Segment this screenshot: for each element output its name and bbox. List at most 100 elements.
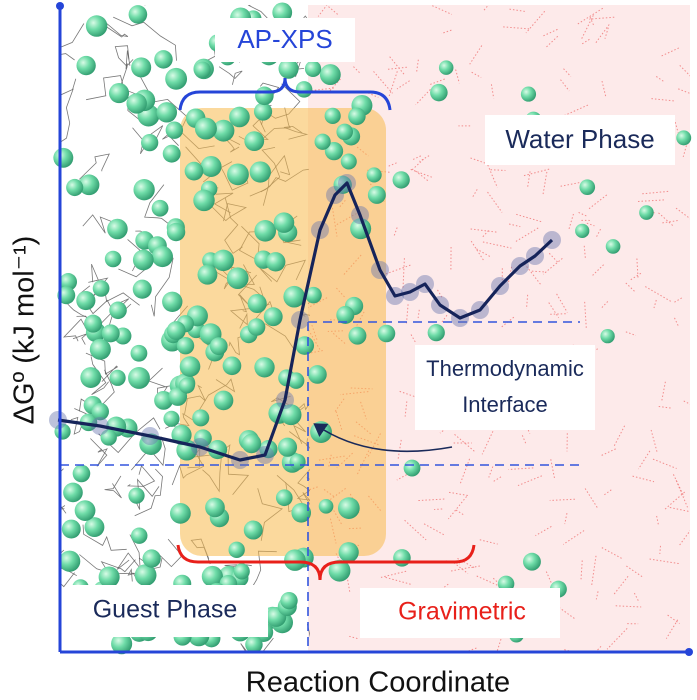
sphere — [328, 559, 351, 582]
sphere — [336, 305, 355, 324]
sphere — [79, 413, 98, 432]
water-chain — [615, 605, 642, 608]
water-chain — [664, 491, 686, 510]
sphere — [520, 86, 537, 102]
sphere — [104, 250, 122, 268]
guest-phase-label: Guest Phase — [93, 596, 238, 624]
guest-chain — [90, 356, 109, 395]
sphere — [295, 336, 315, 355]
water-chain — [560, 79, 570, 92]
sphere — [131, 527, 148, 544]
water-chain — [385, 576, 412, 585]
sphere — [89, 338, 111, 360]
sphere — [213, 390, 234, 411]
sphere — [205, 497, 225, 518]
water-chain — [490, 84, 495, 99]
water-chain — [404, 519, 427, 541]
water-chain — [496, 635, 503, 652]
water-chain — [373, 71, 393, 94]
sphere — [265, 252, 286, 272]
sphere — [151, 245, 173, 268]
water-chain — [577, 7, 604, 25]
water-chain — [650, 429, 658, 453]
sphere — [579, 179, 596, 195]
water-chain — [545, 35, 559, 48]
guest-chain — [114, 45, 130, 87]
sphere — [676, 130, 692, 146]
guest-chain — [60, 78, 77, 97]
sphere — [92, 280, 110, 297]
water-chain — [479, 539, 498, 545]
water-chain — [441, 314, 448, 323]
sphere — [403, 459, 421, 477]
sphere — [128, 5, 148, 24]
water-chain — [667, 614, 680, 624]
water-chain — [542, 258, 563, 275]
water-chain — [482, 241, 512, 249]
sphere — [98, 566, 120, 588]
water-chain — [638, 450, 651, 470]
sphere — [109, 369, 126, 386]
water-chain — [476, 248, 491, 258]
water-chain — [669, 506, 690, 513]
guest-chain — [116, 534, 141, 570]
water-chain — [389, 56, 405, 75]
water-chain — [683, 400, 690, 405]
water-chain — [353, 66, 361, 74]
sphere — [179, 356, 201, 377]
water-chain — [645, 286, 672, 302]
guest-chain — [240, 637, 274, 652]
water-chain — [625, 282, 636, 293]
sphere — [209, 337, 228, 356]
water-chain — [606, 628, 628, 650]
water-chain — [476, 575, 502, 588]
label-box — [415, 345, 595, 430]
water-chain — [665, 619, 679, 639]
water-chain — [525, 294, 529, 309]
water-chain — [589, 16, 615, 20]
water-chain — [556, 293, 568, 313]
sphere — [178, 377, 195, 394]
water-chain — [600, 448, 616, 457]
water-chain — [678, 529, 690, 547]
guest-chain — [125, 50, 134, 70]
sphere — [280, 591, 298, 610]
sphere — [337, 497, 360, 519]
sphere — [194, 429, 212, 448]
water-chain — [649, 558, 679, 565]
water-chain — [531, 270, 547, 273]
interface-label: Thermodynamic — [426, 356, 584, 381]
curve-line — [57, 181, 554, 462]
water-chain — [587, 194, 608, 211]
water-chain — [380, 570, 407, 578]
water-chain — [672, 474, 685, 497]
water-chain — [548, 252, 559, 263]
sphere — [639, 205, 654, 220]
water-chain — [507, 266, 513, 285]
sphere — [100, 429, 117, 446]
guest-chain — [104, 475, 122, 499]
water-chain — [632, 475, 655, 483]
energy-curve — [49, 174, 561, 469]
water-chain — [448, 496, 467, 520]
label-box — [68, 585, 268, 637]
sphere — [171, 424, 192, 445]
guides — [60, 321, 580, 652]
sphere — [192, 409, 210, 427]
sphere — [63, 482, 83, 503]
label-box — [485, 115, 675, 165]
sphere — [133, 179, 155, 201]
sphere — [165, 121, 184, 139]
water-chain — [455, 509, 465, 516]
sphere — [132, 249, 154, 271]
label-box — [215, 18, 355, 62]
water-chain — [410, 334, 416, 343]
guest-chain — [144, 5, 146, 6]
water-chain — [516, 213, 543, 223]
water-chain — [417, 498, 445, 502]
sphere — [212, 119, 235, 142]
water-chain — [601, 80, 607, 97]
sphere — [162, 144, 181, 163]
